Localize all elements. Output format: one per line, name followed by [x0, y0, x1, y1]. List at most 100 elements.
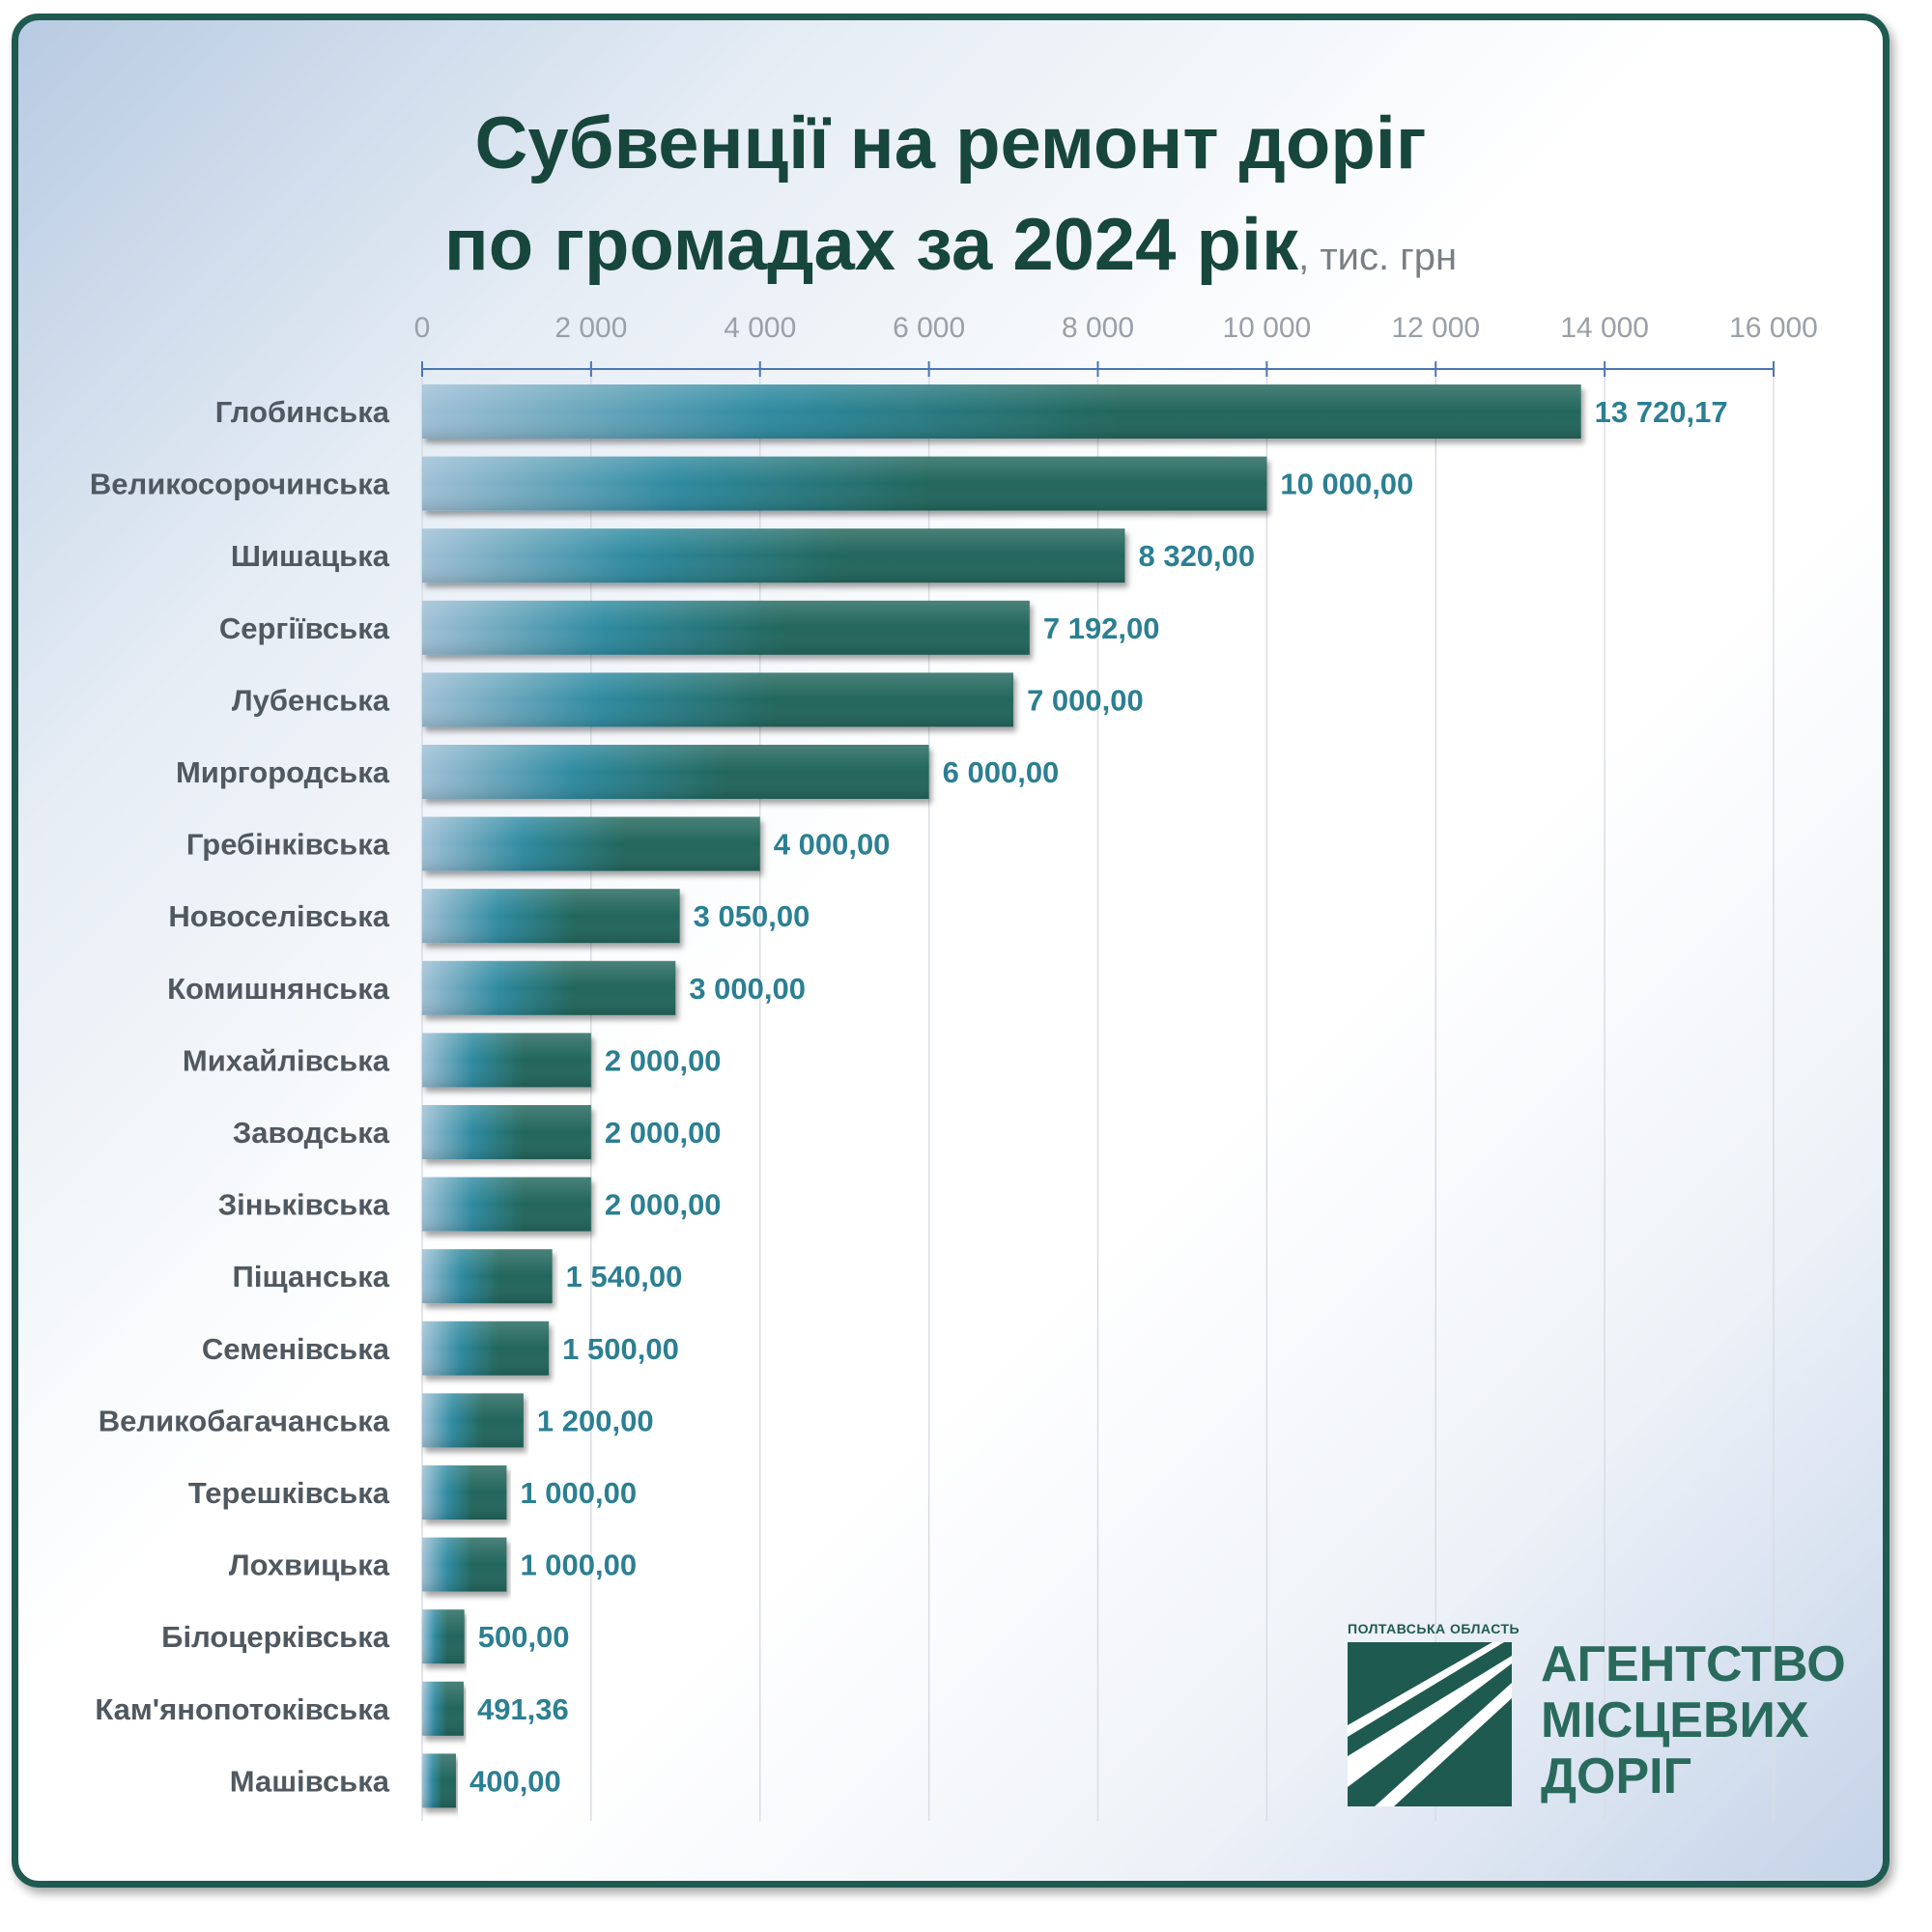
logo-region-text: ПОЛТАВСЬКА ОБЛАСТЬ — [1348, 1621, 1520, 1636]
value-label: 8 320,00 — [1138, 539, 1255, 573]
bar-group — [422, 1609, 465, 1664]
bar-shine — [422, 672, 1014, 727]
bar-group — [422, 1753, 456, 1808]
value-label: 10 000,00 — [1280, 468, 1413, 501]
value-label: 3 000,00 — [689, 972, 806, 1006]
category-label: Великосорочинська — [90, 468, 390, 501]
chart-subtitle: по громадах за 2024 рік, тис. грн — [18, 209, 1883, 282]
bar-group — [422, 745, 929, 799]
x-tick-label: 12 000 — [1391, 312, 1480, 344]
value-label: 1 500,00 — [562, 1332, 679, 1366]
labels: Глобинська 13 720,17 Великосорочинська 10 0… — [90, 395, 1728, 1798]
bar-shine — [422, 456, 1267, 511]
bar-shine — [422, 1465, 507, 1520]
bar-group — [422, 456, 1267, 511]
x-tick-label: 14 000 — [1560, 312, 1649, 344]
bar-group — [422, 1105, 591, 1159]
category-label: Миргородська — [176, 755, 390, 789]
x-tick-label: 6 000 — [893, 312, 965, 344]
bar-group — [422, 1033, 591, 1088]
chart-title: Субвенції на ремонт доріг — [18, 107, 1883, 181]
category-label: Комишнянська — [167, 972, 390, 1006]
bar-shine — [422, 1105, 591, 1159]
value-label: 7 000,00 — [1027, 683, 1144, 717]
category-label: Лубенська — [232, 683, 390, 717]
category-label: Семенівська — [202, 1332, 390, 1366]
category-label: Новоселівська — [168, 899, 389, 933]
bar-shine — [422, 960, 676, 1015]
bar-shine — [422, 1681, 464, 1736]
chart-title-line1: Субвенції на ремонт доріг — [474, 102, 1427, 185]
category-label: Зіньківська — [218, 1188, 390, 1222]
value-label: 1 000,00 — [520, 1548, 637, 1582]
category-label: Лохвицька — [229, 1548, 390, 1582]
bar-shine — [422, 1753, 456, 1808]
x-tick-label: 8 000 — [1062, 312, 1134, 344]
bar-shine — [422, 745, 929, 799]
bar-group — [422, 384, 1581, 439]
category-label: Шишацька — [231, 539, 390, 573]
chart-title-line2: по громадах за 2024 рік — [443, 204, 1299, 286]
x-axis: 0 2 000 4 000 6 000 8 000 10 000 12 000 14 000 1… — [414, 312, 1818, 377]
value-label: 6 000,00 — [943, 755, 1060, 789]
grid-lines — [421, 369, 1775, 1821]
value-label: 3 050,00 — [694, 899, 810, 933]
x-tick-label: 2 000 — [554, 312, 627, 344]
bar-group — [422, 1177, 591, 1232]
bar-shine — [422, 1249, 553, 1304]
bar-shine — [422, 1537, 507, 1592]
bar-group — [422, 889, 680, 944]
x-tick-label: 4 000 — [724, 312, 796, 344]
category-label: Сергіївська — [219, 611, 390, 645]
value-label: 13 720,17 — [1595, 395, 1728, 429]
category-label: Піщанська — [233, 1260, 390, 1293]
logo-name-line1: АГЕНТСТВО — [1541, 1636, 1846, 1692]
value-label: 2 000,00 — [605, 1188, 722, 1222]
bar-shine — [422, 816, 760, 871]
value-label: 7 192,00 — [1043, 611, 1160, 645]
road-logo-icon — [1348, 1642, 1512, 1806]
category-label: Глобинська — [215, 395, 390, 429]
bar-shine — [422, 528, 1125, 583]
bar-group — [422, 1321, 550, 1376]
category-label: Кам'янопотоківська — [95, 1692, 389, 1726]
bar-group — [422, 1249, 553, 1304]
category-label: Михайлівська — [183, 1043, 390, 1077]
x-tick-label: 10 000 — [1222, 312, 1311, 344]
chart-unit: , тис. грн — [1298, 236, 1458, 278]
category-label: Гребінківська — [186, 828, 390, 862]
bar-shine — [422, 1393, 524, 1448]
bar-group — [422, 816, 760, 871]
bar-group — [422, 1537, 507, 1592]
category-label: Машівська — [230, 1764, 390, 1798]
value-label: 500,00 — [478, 1620, 570, 1654]
bar-group — [422, 528, 1125, 583]
value-label: 400,00 — [469, 1764, 561, 1798]
logo-name-line3: ДОРІГ — [1541, 1748, 1692, 1804]
bars — [422, 384, 1581, 1808]
value-label: 491,36 — [477, 1692, 569, 1726]
category-label: Великобагачанська — [99, 1404, 390, 1437]
value-label: 4 000,00 — [774, 828, 891, 862]
value-label: 1 540,00 — [566, 1260, 683, 1293]
category-label: Білоцерківська — [161, 1620, 390, 1654]
bar-group — [422, 600, 1030, 655]
x-tick-label: 16 000 — [1729, 312, 1818, 344]
bar-shine — [422, 1321, 550, 1376]
bar-shine — [422, 384, 1581, 439]
agency-logo: ПОЛТАВСЬКА ОБЛАСТЬ АГЕНТСТВО МІСЦЕВИХ ДО… — [1348, 1621, 1846, 1814]
logo-name: АГЕНТСТВО МІСЦЕВИХ ДОРІГ — [1541, 1636, 1846, 1804]
bar-shine — [422, 1609, 465, 1664]
logo-name-line2: МІСЦЕВИХ — [1541, 1692, 1809, 1748]
bar-shine — [422, 889, 680, 944]
bar-group — [422, 1393, 524, 1448]
category-label: Заводська — [233, 1116, 390, 1150]
category-label: Терешківська — [188, 1476, 390, 1510]
bar-shine — [422, 600, 1030, 655]
bar-group — [422, 672, 1014, 727]
bar-shine — [422, 1177, 591, 1232]
x-tick-label: 0 — [414, 312, 431, 344]
value-label: 2 000,00 — [605, 1043, 722, 1077]
value-label: 2 000,00 — [605, 1116, 722, 1150]
